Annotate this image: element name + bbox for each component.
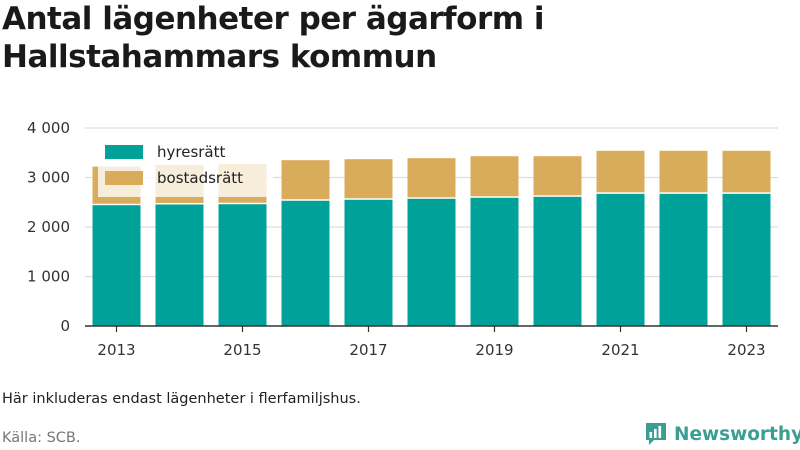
bar-hyresratt — [722, 193, 771, 326]
y-tick-label: 2 000 — [27, 218, 70, 236]
bar-hyresratt — [407, 198, 456, 326]
chart-title: Antal lägenheter per ägarform i Hallstah… — [2, 0, 702, 76]
chart-title-line-2: Hallstahammars kommun — [2, 39, 437, 75]
bar-hyresratt — [470, 197, 519, 326]
bar-bostadsratt — [470, 156, 519, 197]
chart-title-line-1: Antal lägenheter per ägarform i — [2, 1, 544, 37]
bar-bostadsratt — [722, 150, 771, 193]
x-tick-label: 2021 — [601, 341, 639, 359]
x-tick-label: 2015 — [223, 341, 261, 359]
bar-bostadsratt — [533, 156, 582, 196]
bar-layer — [92, 150, 771, 326]
bar-bostadsratt — [344, 159, 393, 199]
y-tick-label: 1 000 — [27, 268, 70, 286]
y-tick-label: 4 000 — [27, 119, 70, 137]
legend-label-bostadsratt: bostadsrätt — [157, 169, 243, 187]
bar-hyresratt — [596, 193, 645, 326]
chart-source: Källa: SCB. — [2, 430, 81, 446]
bar-hyresratt — [659, 193, 708, 326]
newsworthy-logo-icon — [646, 423, 666, 445]
legend-swatch-bostadsratt — [105, 171, 143, 185]
y-tick-label: 3 000 — [27, 169, 70, 187]
x-tick-label: 2017 — [349, 341, 387, 359]
legend: hyresrätt bostadsrätt — [98, 137, 273, 197]
bar-bostadsratt — [407, 158, 456, 198]
bar-hyresratt — [218, 204, 267, 326]
bar-bostadsratt — [659, 150, 708, 193]
bar-bostadsratt — [281, 160, 330, 200]
bar-hyresratt — [533, 196, 582, 326]
bar-hyresratt — [344, 199, 393, 326]
legend-label-hyresratt: hyresrätt — [157, 143, 226, 161]
x-tick-label: 2013 — [97, 341, 135, 359]
axis-layer: 0 1 000 2 000 3 000 4 000 2013 2015 2017 2019 202… — [27, 119, 778, 359]
bar-bostadsratt — [596, 150, 645, 193]
chart-note: Här inkluderas endast lägenheter i flerf… — [2, 391, 361, 407]
y-tick-label: 0 — [60, 317, 70, 335]
brand-name: Newsworthy — [674, 423, 800, 445]
x-tick-label: 2019 — [475, 341, 513, 359]
bar-hyresratt — [281, 200, 330, 326]
legend-swatch-hyresratt — [105, 145, 143, 159]
bar-hyresratt — [92, 205, 141, 326]
bar-hyresratt — [155, 204, 204, 326]
x-tick-label: 2023 — [727, 341, 765, 359]
brand-logo: Newsworthy — [644, 418, 800, 450]
